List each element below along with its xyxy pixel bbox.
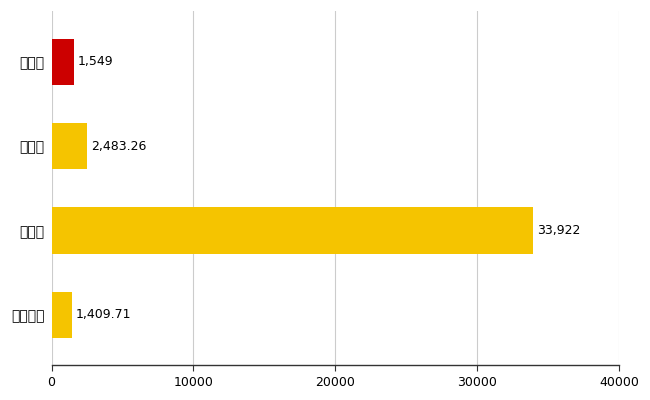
Bar [51,123,87,169]
Bar [51,207,533,254]
Text: 33,922: 33,922 [537,224,580,237]
Bar [51,38,73,85]
Text: 1,409.71: 1,409.71 [76,308,131,321]
Text: 1,549: 1,549 [78,55,113,68]
Bar [51,292,72,338]
Text: 2,483.26: 2,483.26 [91,140,146,153]
